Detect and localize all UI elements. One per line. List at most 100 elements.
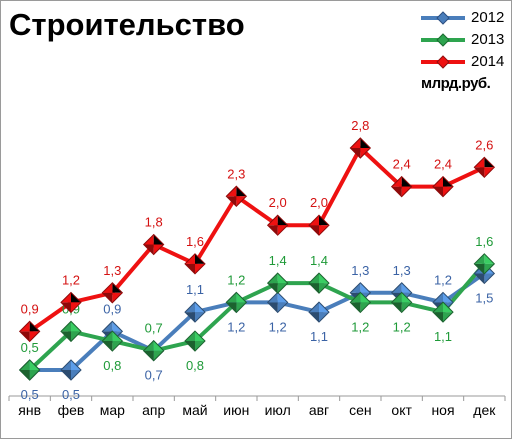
data-point-2014-фев (60, 291, 82, 314)
marker-outline (266, 272, 289, 294)
data-label-2014-окт: 2,4 (393, 157, 411, 172)
data-point-2013-сен (349, 291, 372, 314)
legend-label-2013: 2013 (471, 31, 505, 48)
data-point-2013-янв (18, 359, 41, 381)
data-label-2012-сен: 1,3 (351, 263, 369, 278)
data-label-2014-авг: 2,0 (310, 195, 328, 210)
data-label-2013-мар: 0,8 (103, 358, 121, 373)
legend-swatch-2013 (421, 33, 465, 47)
legend-label-2014: 2014 (471, 53, 505, 70)
data-point-2013-дек (473, 253, 496, 275)
data-label-2012-ноя: 1,2 (434, 272, 452, 287)
data-label-2014-ноя: 2,4 (434, 157, 452, 172)
data-point-2013-апр (142, 339, 165, 362)
data-point-2013-фев (60, 320, 82, 343)
data-label-2013-ноя: 1,1 (434, 329, 452, 344)
marker-outline (184, 330, 206, 352)
data-point-2013-июн (225, 291, 248, 314)
data-label-2014-май: 1,6 (186, 234, 204, 249)
data-point-2013-май (184, 330, 206, 352)
x-tick-label-окт: окт (391, 402, 412, 418)
data-label-2013-дек: 1,6 (475, 234, 493, 249)
marker-outline (432, 301, 454, 323)
x-tick-label-май: май (182, 402, 207, 418)
data-point-2013-июл (266, 272, 289, 294)
data-label-2014-янв: 0,9 (21, 301, 39, 316)
data-point-2014-дек (473, 156, 496, 179)
data-point-2014-авг (308, 214, 330, 236)
marker-outline (101, 330, 124, 352)
marker-outline (142, 233, 165, 256)
marker-outline (18, 359, 41, 381)
marker-outline (18, 320, 41, 343)
data-label-2014-апр: 1,8 (145, 215, 163, 230)
marker-outline (308, 301, 330, 323)
legend-item-2013: 2013 (419, 29, 511, 51)
marker-outline (184, 253, 206, 275)
data-label-2012-дек: 1,5 (475, 290, 493, 305)
data-point-2013-мар (101, 330, 124, 352)
marker-outline (349, 291, 372, 314)
x-tick-label-янв: янв (18, 402, 41, 418)
data-label-2014-сен: 2,8 (351, 118, 369, 133)
marker-outline (101, 282, 124, 304)
data-point-2014-июл (266, 214, 289, 236)
chart-legend: 2012 2013 2014 (419, 7, 511, 73)
data-point-2013-авг (308, 272, 330, 294)
data-label-2012-янв: 0,5 (21, 387, 39, 402)
data-label-2013-июн: 1,2 (227, 272, 245, 287)
marker-outline (225, 185, 248, 207)
marker-outline (390, 175, 413, 198)
legend-item-2012: 2012 (419, 7, 511, 29)
data-point-2014-июн (225, 185, 248, 207)
data-label-2013-апр: 0,7 (145, 321, 163, 336)
data-point-2012-июл (266, 291, 289, 314)
data-point-2012-фев (60, 359, 82, 381)
data-point-2013-ноя (432, 301, 454, 323)
data-point-2014-янв (18, 320, 41, 343)
data-point-2014-мар (101, 282, 124, 304)
marker-outline (349, 137, 372, 159)
marker-outline (390, 291, 413, 314)
marker-outline (473, 253, 496, 275)
data-point-2014-сен (349, 137, 372, 159)
data-label-2013-окт: 1,2 (393, 319, 411, 334)
legend-label-2012: 2012 (471, 9, 505, 26)
data-label-2013-май: 0,8 (186, 358, 204, 373)
marker-outline (60, 291, 82, 314)
x-tick-label-апр: апр (142, 402, 165, 418)
data-point-2013-окт (390, 291, 413, 314)
x-tick-label-фев: фев (58, 402, 85, 418)
data-label-2014-фев: 1,2 (62, 272, 80, 287)
marker-outline (308, 272, 330, 294)
marker-outline (308, 214, 330, 236)
data-point-2014-май (184, 253, 206, 275)
data-point-2012-май (184, 301, 206, 323)
marker-outline (473, 156, 496, 179)
data-label-2013-сен: 1,2 (351, 319, 369, 334)
marker-outline (184, 301, 206, 323)
data-label-2014-дек: 2,6 (475, 137, 493, 152)
data-label-2012-авг: 1,1 (310, 329, 328, 344)
data-label-2012-окт: 1,3 (393, 263, 411, 278)
marker-outline (432, 175, 454, 198)
x-tick-label-ноя: ноя (431, 402, 454, 418)
data-point-2014-окт (390, 175, 413, 198)
data-label-2014-мар: 1,3 (103, 263, 121, 278)
x-tick-label-июн: июн (223, 402, 249, 418)
x-tick-label-июл: июл (265, 402, 291, 418)
x-tick-label-сен: сен (349, 402, 372, 418)
x-tick-label-авг: авг (309, 402, 329, 418)
data-label-2012-май: 1,1 (186, 282, 204, 297)
legend-item-2014: 2014 (419, 51, 511, 73)
data-label-2012-апр: 0,7 (145, 368, 163, 383)
data-label-2012-июл: 1,2 (269, 319, 287, 334)
data-point-2014-апр (142, 233, 165, 256)
data-label-2013-июл: 1,4 (269, 253, 287, 268)
x-tick-label-дек: дек (473, 402, 496, 418)
data-label-2014-июн: 2,3 (227, 166, 245, 181)
data-point-2014-ноя (432, 175, 454, 198)
data-label-2012-мар: 0,9 (103, 301, 121, 316)
series-line-2013 (28, 262, 486, 372)
